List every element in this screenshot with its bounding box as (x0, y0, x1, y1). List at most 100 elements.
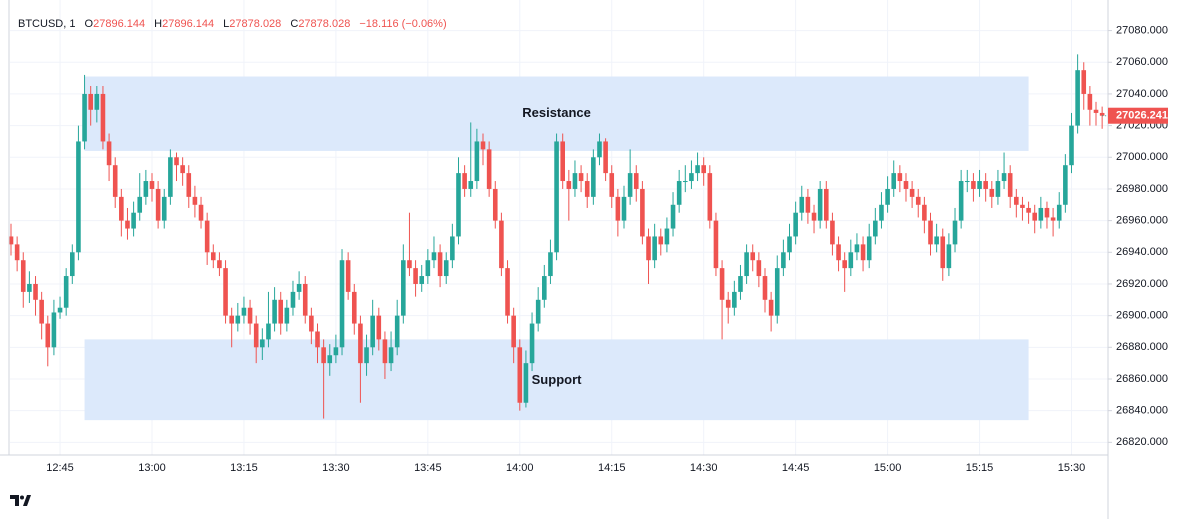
candle-body (27, 283, 32, 292)
candle-body (542, 276, 547, 300)
candle-body (1014, 196, 1019, 205)
candle-body (1007, 173, 1013, 197)
candle-body (419, 276, 425, 284)
candle-body (774, 268, 780, 316)
candle-body (112, 165, 118, 197)
candles (8, 54, 1105, 419)
y-tick-label: 26840.000 (1116, 405, 1168, 417)
y-tick-label: 26940.000 (1116, 246, 1168, 258)
candle-body (725, 299, 731, 308)
candle-body (958, 181, 964, 221)
candle-body (100, 93, 106, 142)
candle-body (554, 141, 559, 253)
candle-body (909, 188, 915, 197)
candle-body (45, 323, 51, 348)
candle-body (1020, 204, 1025, 208)
candle-body (817, 188, 823, 221)
legend-value: 27878.028 (229, 18, 281, 30)
candle-body (474, 141, 480, 182)
candle-body (952, 220, 958, 245)
candle-body (51, 312, 57, 348)
candle-body (983, 181, 988, 189)
candle-body (781, 252, 786, 269)
candle-body (137, 196, 143, 213)
candle-body (1081, 70, 1087, 94)
candle-body (609, 173, 615, 197)
candle-body (290, 291, 296, 308)
candle-body (462, 173, 467, 189)
candle-body (621, 196, 627, 221)
candle-body (1093, 109, 1099, 113)
candle-body (652, 236, 657, 261)
candle-body (241, 307, 247, 316)
candle-body (738, 276, 743, 292)
y-tick-label: 26900.000 (1116, 310, 1168, 322)
candle-body (204, 220, 210, 253)
candle-body (94, 93, 100, 110)
candle-body (425, 260, 431, 277)
candle-body (407, 260, 412, 269)
candle-body (143, 181, 149, 197)
candle-body (364, 347, 369, 364)
candle-body (756, 260, 762, 277)
candle-body (584, 181, 590, 197)
candle-body (8, 236, 14, 245)
legend-change: −18.116 (−0.06%) (359, 18, 446, 30)
candle-body (382, 339, 388, 364)
candle-body (413, 268, 418, 284)
candle-body (873, 220, 878, 237)
candle-body (456, 173, 461, 237)
zone-label: Resistance (522, 105, 591, 120)
candle-body (787, 236, 792, 253)
candle-body (971, 181, 976, 189)
candle-body (854, 244, 860, 253)
candle-body (995, 181, 1001, 197)
candle-body (388, 347, 394, 364)
legend: BTCUSD, 1 O27896.144 H27896.144 L27878.0… (18, 18, 447, 30)
candle-body (1075, 70, 1080, 126)
x-tick-label: 13:45 (414, 462, 442, 474)
tradingview-logo (10, 495, 31, 506)
candle-body (670, 204, 676, 229)
last-price-label: 27026.241 (1116, 110, 1168, 122)
candle-body (210, 252, 216, 261)
candle-body (125, 220, 130, 229)
candle-body (591, 157, 596, 197)
candle-body (658, 236, 664, 245)
candle-body (492, 188, 498, 221)
zone (84, 339, 1029, 421)
candle-body (278, 299, 284, 324)
y-tick-label: 26920.000 (1116, 278, 1168, 290)
candle-body (39, 299, 44, 324)
x-tick-label: 15:15 (966, 462, 994, 474)
candle-body (198, 204, 204, 221)
candle-body (401, 260, 406, 316)
candle-body (940, 236, 946, 269)
candle-body (394, 315, 400, 348)
candle-body (1032, 212, 1038, 221)
candle-body (376, 315, 382, 340)
candle-body (437, 252, 443, 277)
candle-body (946, 244, 952, 269)
candle-body (351, 291, 357, 324)
candle-body (260, 339, 265, 348)
candle-body (683, 181, 688, 183)
candle-body (664, 228, 670, 245)
candle-body (149, 181, 155, 189)
candle-body (523, 363, 529, 403)
candle-body (633, 173, 639, 189)
candle-body (70, 252, 75, 277)
candle-body (468, 181, 474, 189)
candle-body (131, 212, 136, 229)
candle-body (272, 299, 277, 324)
candle-body (345, 260, 351, 292)
candle-body (155, 188, 161, 221)
y-tick-label: 26980.000 (1116, 183, 1168, 195)
y-tick-label: 27040.000 (1116, 88, 1168, 100)
candle-body (443, 260, 449, 277)
candle-body (76, 141, 81, 253)
candle-body (309, 315, 314, 332)
x-tick-label: 14:30 (690, 462, 718, 474)
candle-body (88, 93, 93, 110)
candle-body (977, 181, 982, 189)
